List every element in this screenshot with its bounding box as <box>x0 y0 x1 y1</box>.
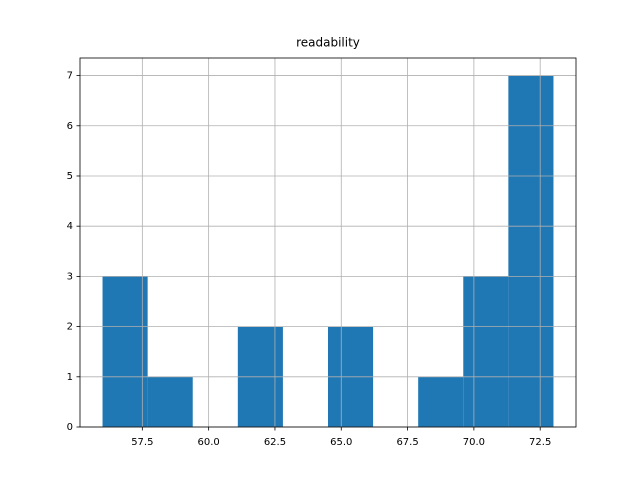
x-tick-label: 57.5 <box>131 437 153 448</box>
y-tick-label: 5 <box>67 171 73 182</box>
x-tick-label: 70.0 <box>463 437 485 448</box>
bar <box>147 376 193 427</box>
plot-frame <box>79 57 577 428</box>
x-tick-label: 67.5 <box>396 437 418 448</box>
x-tick-label: 62.5 <box>264 437 286 448</box>
bar <box>102 276 148 427</box>
y-tick-label: 1 <box>67 372 73 383</box>
chart-title: readability <box>296 36 360 50</box>
x-tick-label: 65.0 <box>330 437 352 448</box>
x-tick-label: 60.0 <box>198 437 220 448</box>
y-tick-label: 3 <box>67 271 73 282</box>
x-tick-label: 72.5 <box>529 437 551 448</box>
bar <box>463 276 509 427</box>
bar <box>418 376 464 427</box>
y-tick-label: 6 <box>67 121 73 132</box>
y-tick-label: 7 <box>67 71 73 82</box>
y-tick-label: 4 <box>67 221 73 232</box>
y-tick-label: 0 <box>67 422 73 433</box>
bar <box>508 75 554 428</box>
y-tick-label: 2 <box>67 322 73 333</box>
